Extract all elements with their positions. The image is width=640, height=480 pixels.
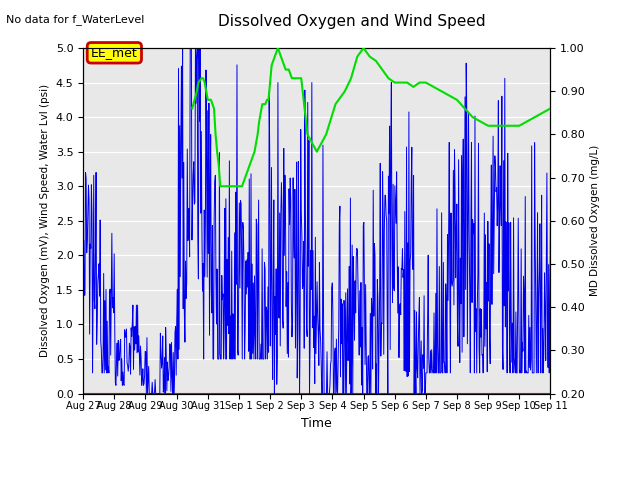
Text: No data for f_WaterLevel: No data for f_WaterLevel xyxy=(6,14,145,25)
Text: EE_met: EE_met xyxy=(91,46,138,60)
Y-axis label: MD Dissolved Oxygen (mg/L): MD Dissolved Oxygen (mg/L) xyxy=(591,145,600,297)
Y-axis label: Dissolved Oxygen (mV), Wind Speed, Water Lvl (psi): Dissolved Oxygen (mV), Wind Speed, Water… xyxy=(40,84,50,358)
X-axis label: Time: Time xyxy=(301,417,332,430)
Text: Dissolved Oxygen and Wind Speed: Dissolved Oxygen and Wind Speed xyxy=(218,14,486,29)
